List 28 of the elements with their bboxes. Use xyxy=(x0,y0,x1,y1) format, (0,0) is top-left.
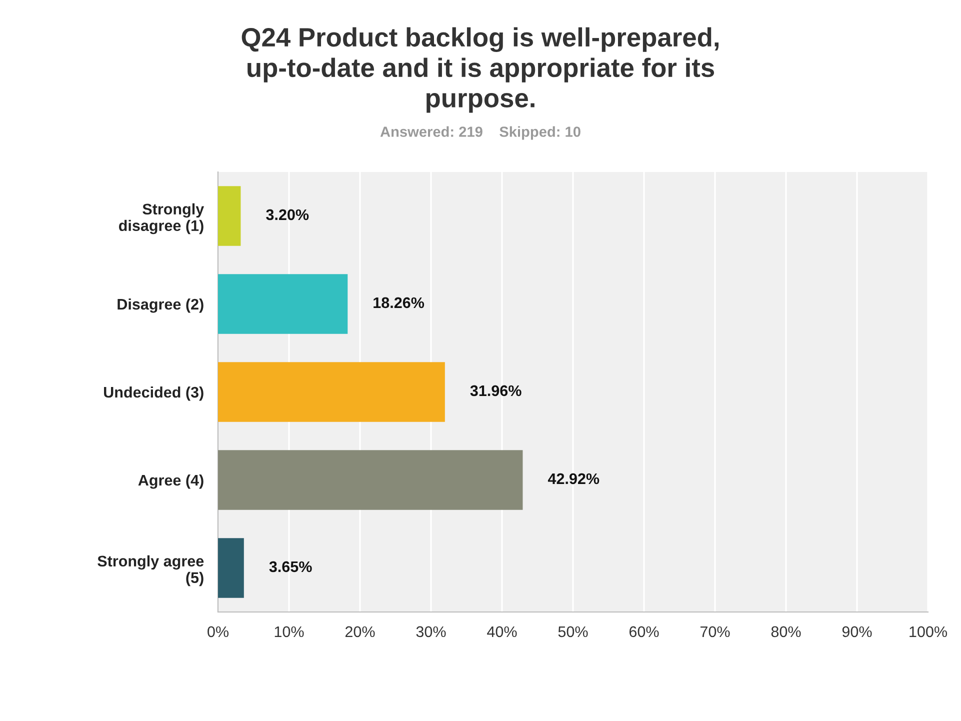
bar xyxy=(218,538,244,598)
chart-subtitle: Answered: 219 Skipped: 10 xyxy=(380,126,580,140)
x-tick-label: 70% xyxy=(700,626,730,638)
data-label: 18.26% xyxy=(374,297,424,308)
x-tick-label: 60% xyxy=(629,626,659,638)
x-tick-label: 30% xyxy=(416,626,446,638)
bar xyxy=(218,362,445,422)
x-tick-label: 90% xyxy=(842,626,872,638)
x-tick-label: 40% xyxy=(487,626,517,638)
x-tick-label: 50% xyxy=(558,626,588,638)
x-tick-label: 0% xyxy=(208,626,228,638)
x-tick-label: 80% xyxy=(771,626,801,638)
y-tick-label: Undecided (3) xyxy=(104,386,204,401)
bar xyxy=(218,274,348,334)
y-tick-label: Strongly disagree (1) xyxy=(118,203,204,234)
bar xyxy=(218,450,523,510)
x-tick-label: 100% xyxy=(910,626,947,638)
y-tick-label: Disagree (2) xyxy=(118,298,204,313)
data-label: 3.65% xyxy=(269,561,312,572)
data-label: 42.92% xyxy=(548,473,600,484)
x-tick-label: 20% xyxy=(345,626,375,638)
y-tick-label: Strongly agree (5) xyxy=(98,555,204,586)
bar xyxy=(218,186,241,246)
data-label: 3.20% xyxy=(266,209,309,220)
chart-title: Q24 Product backlog is well-prepared, up-to-date and it is appropriate for its purpose. xyxy=(242,27,719,113)
y-tick-label: Agree (4) xyxy=(138,474,204,489)
data-label: 31.96% xyxy=(470,385,522,396)
x-tick-label: 10% xyxy=(274,626,304,638)
